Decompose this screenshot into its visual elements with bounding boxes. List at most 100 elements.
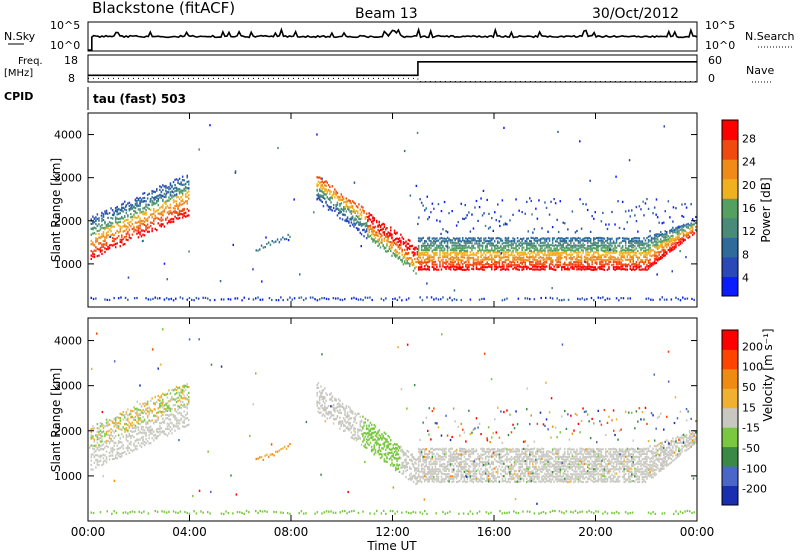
heatmap-cell xyxy=(631,251,633,254)
heatmap-cell xyxy=(579,263,581,267)
heatmap-cell xyxy=(358,221,360,224)
heatmap-cell xyxy=(414,252,416,255)
heatmap-cell xyxy=(602,258,604,261)
heatmap-cell xyxy=(181,198,184,201)
freq-tick-top: 18 xyxy=(64,54,78,67)
heatmap-cell xyxy=(505,239,508,242)
heatmap-cell xyxy=(430,438,432,441)
heatmap-cell xyxy=(188,391,190,394)
heatmap-cell xyxy=(451,265,453,268)
heatmap-cell xyxy=(409,477,411,480)
heatmap-cell xyxy=(166,191,169,194)
heatmap-cell xyxy=(372,230,374,233)
heatmap-cell xyxy=(321,391,324,395)
heatmap-cell xyxy=(403,253,406,256)
heatmap-cell xyxy=(131,424,134,427)
heatmap-cell xyxy=(364,432,367,435)
heatmap-cell xyxy=(175,211,178,214)
heatmap-cell xyxy=(351,206,354,210)
heatmap-cell xyxy=(466,214,468,217)
heatmap-cell xyxy=(408,297,410,300)
heatmap-cell xyxy=(117,454,120,457)
heatmap-cell xyxy=(497,245,499,248)
heatmap-cell xyxy=(128,442,131,445)
heatmap-cell xyxy=(535,255,537,258)
heatmap-cell xyxy=(379,449,382,452)
heatmap-cell xyxy=(557,260,560,263)
heatmap-cell xyxy=(101,454,103,457)
heatmap-cell xyxy=(336,201,339,204)
heatmap-cell xyxy=(501,256,504,259)
heatmap-cell xyxy=(653,257,656,260)
heatmap-cell xyxy=(383,453,386,456)
heatmap-cell xyxy=(449,475,452,478)
y-tick-label: 1000 xyxy=(54,258,82,271)
heatmap-cell xyxy=(188,187,190,190)
heatmap-cell xyxy=(471,253,473,256)
heatmap-cell xyxy=(162,223,164,226)
heatmap-cell xyxy=(638,263,641,266)
heatmap-cell xyxy=(663,236,665,239)
heatmap-cell xyxy=(661,296,664,299)
heatmap-cell xyxy=(318,411,321,414)
heatmap-cell xyxy=(574,246,577,249)
heatmap-cell xyxy=(573,249,575,252)
heatmap-cell xyxy=(142,233,144,236)
heatmap-cell xyxy=(90,434,93,437)
heatmap-cell xyxy=(666,239,668,242)
heatmap-cell xyxy=(325,407,327,410)
heatmap-cell xyxy=(153,196,155,200)
heatmap-cell xyxy=(335,208,337,211)
heatmap-cell xyxy=(483,212,485,215)
heatmap-cell xyxy=(693,298,695,301)
heatmap-cell xyxy=(171,407,173,410)
heatmap-cell xyxy=(580,259,583,262)
heatmap-cell xyxy=(588,247,590,250)
heatmap-cell xyxy=(335,399,337,402)
heatmap-cell xyxy=(448,478,450,481)
heatmap-cell xyxy=(434,457,437,460)
heatmap-cell xyxy=(436,447,438,451)
heatmap-cell xyxy=(395,255,397,258)
heatmap-cell xyxy=(377,240,379,243)
heatmap-cell xyxy=(368,215,370,218)
heatmap-cell xyxy=(104,440,106,444)
heatmap-cell xyxy=(266,242,268,246)
heatmap-cell xyxy=(516,261,519,264)
heatmap-cell xyxy=(363,424,365,427)
heatmap-cell xyxy=(390,464,392,467)
heatmap-cell xyxy=(122,414,125,417)
heatmap-cell xyxy=(515,259,517,262)
heatmap-cell xyxy=(640,260,642,263)
heatmap-cell xyxy=(570,256,572,259)
heatmap-cell xyxy=(427,467,429,470)
heatmap-cell xyxy=(428,456,431,459)
heatmap-cell xyxy=(462,265,464,269)
colorbar-tick-label: 12 xyxy=(742,225,756,238)
heatmap-cell xyxy=(188,190,190,193)
heatmap-cell xyxy=(445,473,447,476)
heatmap-cell xyxy=(146,407,149,410)
heatmap-cell xyxy=(130,416,132,419)
heatmap-cell xyxy=(107,222,109,226)
heatmap-cell xyxy=(122,225,125,228)
heatmap-cell xyxy=(649,249,651,252)
heatmap-cell xyxy=(526,297,529,300)
heatmap-cell xyxy=(554,249,557,252)
heatmap-cell xyxy=(427,477,429,480)
heatmap-cell xyxy=(169,425,172,429)
heatmap-cell xyxy=(95,239,97,242)
heatmap-cell xyxy=(317,197,320,200)
heatmap-cell xyxy=(667,240,670,243)
heatmap-cell xyxy=(433,473,435,476)
heatmap-cell xyxy=(106,298,109,301)
heatmap-cell xyxy=(353,296,355,299)
heatmap-cell xyxy=(280,296,282,299)
heatmap-cell xyxy=(114,207,117,210)
heatmap-cell xyxy=(139,222,141,225)
heatmap-cell xyxy=(577,240,580,243)
heatmap-cell xyxy=(507,244,510,247)
heatmap-cell xyxy=(446,247,449,250)
power-heatmap-cells xyxy=(90,124,698,302)
heatmap-cell xyxy=(400,466,402,469)
